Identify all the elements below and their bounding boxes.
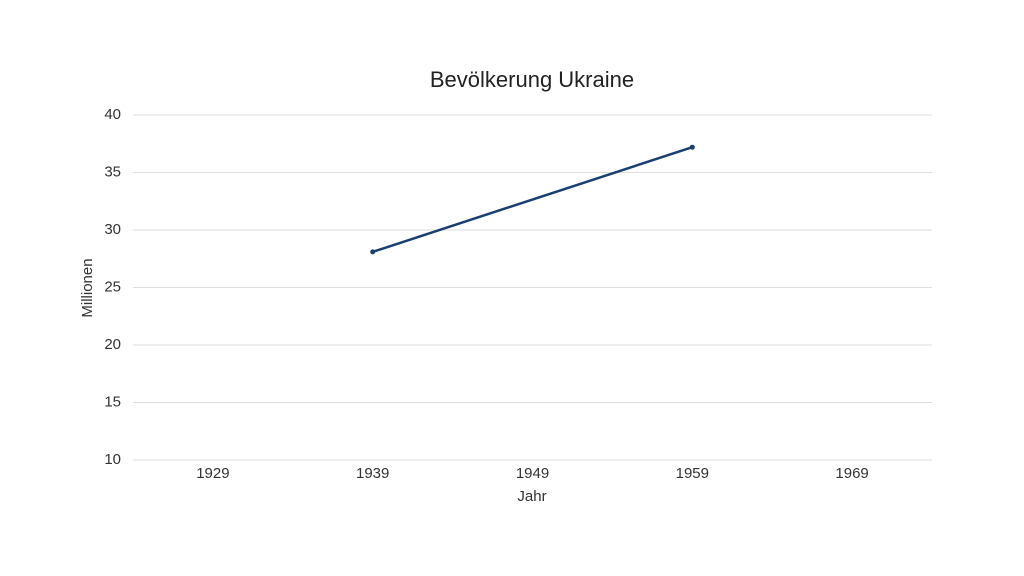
y-tick-label: 10 — [104, 451, 121, 468]
data-point — [370, 249, 376, 255]
x-tick-label: 1949 — [516, 465, 549, 482]
x-tick-label: 1959 — [676, 465, 709, 482]
chart-title: Bevölkerung Ukraine — [430, 67, 634, 92]
y-tick-label: 40 — [104, 106, 121, 123]
y-tick-label: 15 — [104, 393, 121, 410]
x-axis-label: Jahr — [517, 488, 546, 505]
x-tick-label: 1929 — [196, 465, 229, 482]
x-tick-label: 1969 — [835, 465, 868, 482]
y-tick-label: 25 — [104, 278, 121, 295]
y-tick-label: 30 — [104, 221, 121, 238]
y-tick-label: 20 — [104, 336, 121, 353]
x-tick-label: 1939 — [356, 465, 389, 482]
data-line — [372, 146, 693, 254]
y-tick-label: 35 — [104, 163, 121, 180]
y-axis-label: Millionen — [79, 258, 96, 317]
data-point — [689, 144, 695, 150]
